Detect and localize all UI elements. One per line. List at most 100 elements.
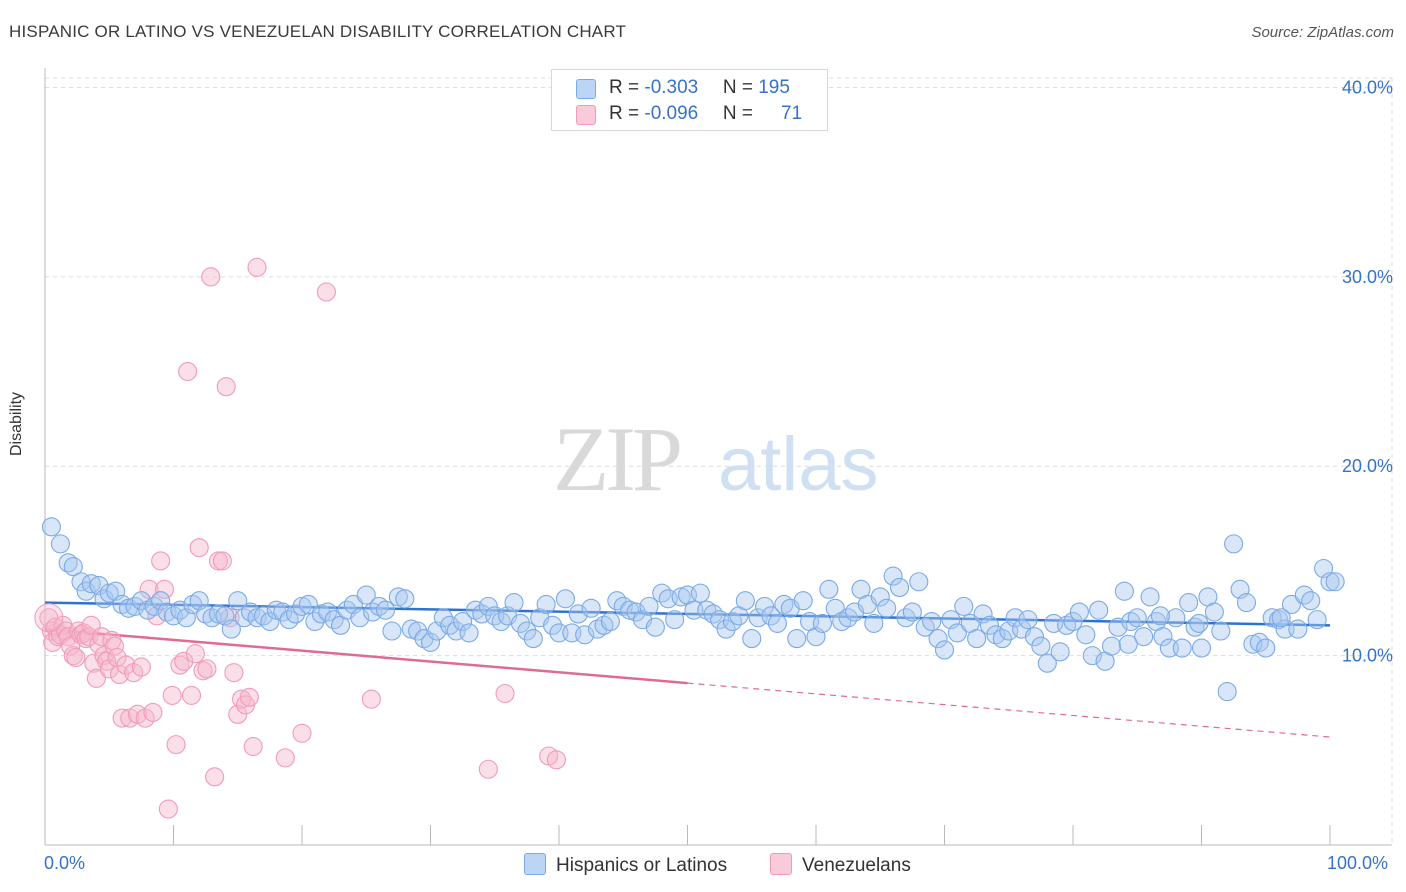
point-venezuelan [205, 767, 225, 787]
correlation-legend: R = -0.303 N = 195 R = -0.096 N = 71 [551, 69, 828, 131]
watermark-zip: ZIP [553, 408, 680, 510]
point-hispanic [536, 594, 556, 615]
point-venezuelan [224, 663, 244, 683]
point-hispanic [81, 574, 101, 594]
point-hispanic [1243, 634, 1263, 654]
point-hispanic [1325, 572, 1345, 592]
point-hispanic [453, 611, 473, 632]
point-hispanic [50, 534, 70, 554]
point-hispanic [883, 566, 903, 586]
point-venezuelan [86, 668, 106, 688]
point-venezuelan [185, 644, 205, 664]
legend-swatch-hispanic [524, 853, 546, 875]
point-hispanic [716, 619, 736, 639]
point-hispanic [909, 572, 929, 592]
point-hispanic [395, 589, 415, 609]
point-venezuelan [112, 708, 132, 728]
point-hispanic [1189, 613, 1209, 633]
point-hispanic [767, 613, 788, 633]
point-hispanic [286, 604, 306, 624]
point-venezuelan [97, 651, 117, 671]
point-hispanic [902, 602, 922, 622]
point-hispanic [1224, 534, 1244, 554]
r-label: R = [609, 77, 645, 98]
point-venezuelan [154, 579, 175, 599]
point-hispanic [523, 629, 543, 649]
point-venezuelan [239, 687, 259, 707]
point-hispanic [1307, 610, 1327, 630]
data-points [34, 257, 1345, 819]
point-venezuelan [170, 655, 190, 675]
point-hispanic [600, 611, 620, 632]
point-hispanic [1153, 627, 1173, 647]
point-venezuelan [189, 538, 209, 558]
point-hispanic [690, 583, 710, 603]
point-venezuelan [178, 361, 198, 382]
point-hispanic [889, 577, 910, 597]
point-hispanic [1301, 591, 1321, 611]
point-hispanic [58, 553, 78, 573]
point-hispanic [375, 600, 396, 620]
point-venezuelan [158, 799, 178, 819]
point-hispanic [151, 591, 171, 611]
point-hispanic [459, 623, 479, 643]
point-venezuelan [109, 665, 130, 685]
point-hispanic [1204, 602, 1224, 622]
point-hispanic [292, 596, 312, 616]
legend-label: Venezuelans [802, 855, 911, 876]
point-hispanic [517, 621, 537, 641]
point-hispanic [819, 579, 839, 599]
point-hispanic [665, 610, 685, 630]
point-hispanic [1089, 600, 1109, 620]
point-venezuelan [201, 267, 221, 287]
point-venezuelan [174, 651, 194, 671]
watermark: ZIP atlas [553, 408, 879, 510]
point-hispanic [1191, 638, 1212, 658]
point-hispanic [1271, 608, 1291, 628]
point-venezuelan [162, 685, 182, 705]
y-tick-label: 30.0% [1342, 267, 1393, 287]
point-venezuelan [181, 685, 202, 705]
point-hispanic [1076, 625, 1096, 645]
point-hispanic [1236, 593, 1257, 613]
point-hispanic [1150, 606, 1170, 626]
point-venezuelan [197, 659, 217, 679]
point-hispanic [979, 615, 1000, 635]
point-venezuelan [151, 551, 171, 571]
point-hispanic [645, 617, 665, 637]
point-venezuelan [292, 723, 312, 743]
point-hispanic [870, 587, 890, 607]
point-hispanic [1063, 611, 1083, 632]
point-venezuelan [478, 759, 498, 779]
legend-item-hispanic: Hispanics or Latinos [524, 853, 727, 877]
r-value: -0.096 [644, 103, 699, 124]
point-hispanic [504, 593, 524, 613]
watermark-atlas: atlas [718, 422, 879, 507]
point-hispanic [626, 602, 646, 622]
point-hispanic [94, 589, 114, 609]
n-label: N = [722, 103, 759, 124]
point-hispanic [420, 632, 441, 652]
point-hispanic [1018, 610, 1038, 630]
point-hispanic [1217, 682, 1237, 702]
point-hispanic [639, 596, 659, 616]
point-hispanic [864, 613, 884, 633]
point-hispanic [433, 608, 453, 628]
point-hispanic [787, 629, 807, 649]
point-venezuelan [212, 551, 232, 571]
point-venezuelan [243, 736, 263, 757]
point-hispanic [99, 583, 119, 603]
point-venezuelan [135, 708, 155, 728]
point-hispanic [221, 619, 241, 639]
point-venezuelan [34, 603, 64, 633]
point-hispanic [510, 613, 531, 633]
point-hispanic [228, 591, 248, 611]
point-hispanic [934, 640, 955, 660]
point-hispanic [131, 591, 151, 611]
point-hispanic [543, 615, 563, 635]
point-venezuelan [247, 257, 267, 277]
point-hispanic [1288, 619, 1308, 639]
point-hispanic [401, 619, 421, 639]
legend-swatch-hispanic [576, 79, 596, 99]
